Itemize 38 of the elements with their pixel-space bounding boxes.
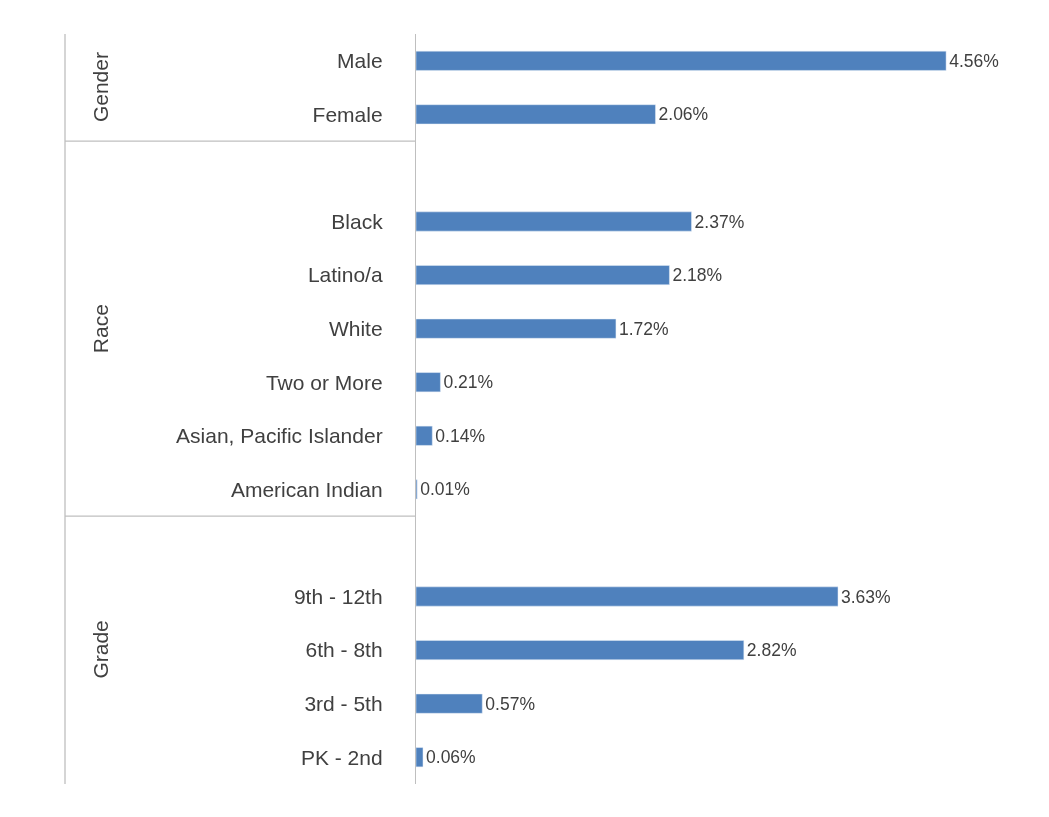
y-tick-label: American Indian xyxy=(230,477,383,501)
bar xyxy=(416,211,692,232)
data-label: 0.14% xyxy=(435,425,485,446)
text: Gender xyxy=(88,52,112,123)
data-label: 2.18% xyxy=(672,265,723,286)
bar xyxy=(416,693,483,714)
y-tick-label: Male xyxy=(337,49,383,73)
bar xyxy=(416,372,441,393)
y-tick-label: Asian, Pacific Islander xyxy=(176,424,383,448)
bar xyxy=(416,318,617,339)
data-label: 2.37% xyxy=(694,211,745,232)
text: Grade xyxy=(89,620,113,679)
y-tick-label: White xyxy=(328,316,383,340)
y-tick-label: PK - 2nd xyxy=(300,745,383,769)
bar xyxy=(416,50,947,71)
y-tick-label: 9th - 12th xyxy=(293,584,383,608)
bar xyxy=(416,425,433,446)
y-tick-label: Latino/a xyxy=(307,263,383,287)
bar xyxy=(416,265,670,285)
data-label: 2.82% xyxy=(746,640,797,661)
y-tick-label: Black xyxy=(331,209,384,233)
data-label: 4.56% xyxy=(949,50,999,71)
y-tick-label: 6th - 8th xyxy=(305,638,383,662)
text: Race xyxy=(88,304,112,354)
bar xyxy=(416,586,839,607)
data-label: 0.01% xyxy=(420,479,470,500)
bar xyxy=(416,747,424,768)
data-label: 0.06% xyxy=(426,747,476,768)
y-tick-label: 3rd - 5th xyxy=(304,691,383,715)
bar xyxy=(416,640,745,660)
data-label: 2.06% xyxy=(658,104,709,125)
y-tick-label: Female xyxy=(312,102,383,126)
bar xyxy=(416,104,656,125)
data-label: 0.57% xyxy=(485,693,535,714)
data-label: 1.72% xyxy=(618,318,669,339)
data-label: 0.21% xyxy=(443,372,494,393)
data-label: 3.63% xyxy=(841,586,891,607)
y-tick-label: Two or More xyxy=(265,370,383,394)
